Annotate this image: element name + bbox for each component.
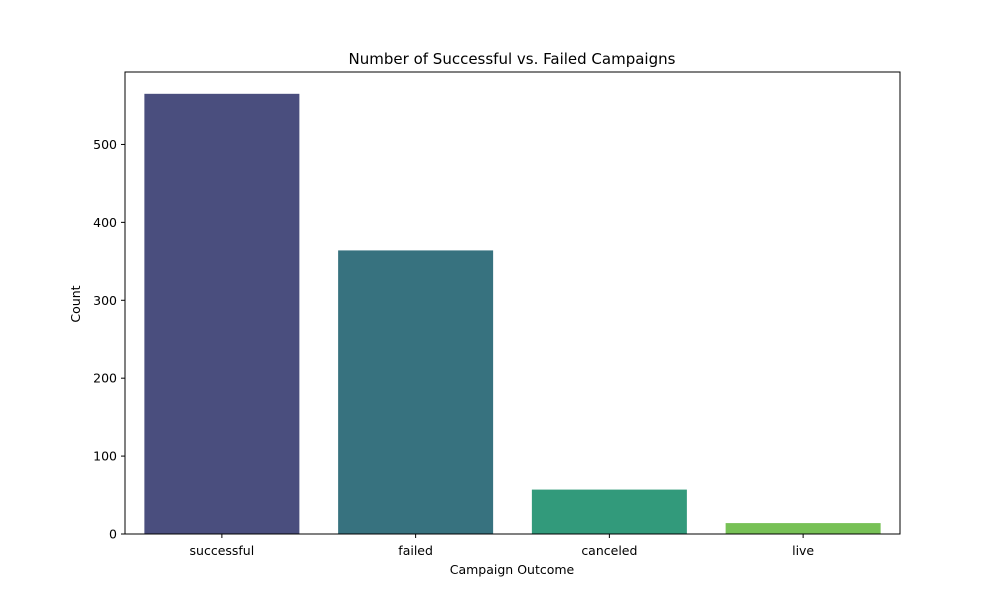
x-axis-label: Campaign Outcome <box>450 562 575 577</box>
x-tick-label: successful <box>190 543 255 558</box>
y-axis-label: Count <box>68 285 83 322</box>
y-tick-label: 400 <box>93 215 117 230</box>
x-tick-label: live <box>792 543 814 558</box>
y-tick-label: 300 <box>93 293 117 308</box>
y-tick-label: 0 <box>109 527 117 542</box>
x-tick-label: failed <box>398 543 433 558</box>
plot-area-frame <box>124 71 901 535</box>
y-tick-label: 100 <box>93 449 117 464</box>
chart-title: Number of Successful vs. Failed Campaign… <box>349 50 676 68</box>
y-axis-ticks: 0 100 200 300 400 500 <box>93 137 125 542</box>
x-tick-label: canceled <box>581 543 637 558</box>
bars-group <box>144 93 881 534</box>
y-tick-label: 500 <box>93 137 117 152</box>
bar-failed <box>338 250 494 534</box>
y-tick-label: 200 <box>93 371 117 386</box>
bar-successful <box>144 93 300 534</box>
bar-live <box>725 523 881 534</box>
bar-canceled <box>531 489 687 534</box>
x-axis-ticks: successful failed canceled live <box>190 534 814 558</box>
